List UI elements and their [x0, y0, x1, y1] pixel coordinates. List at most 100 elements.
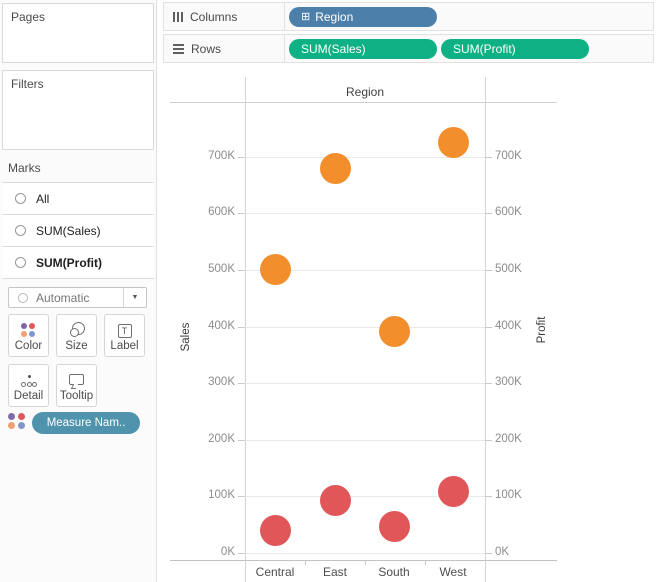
y-tick-mark-left	[238, 327, 245, 328]
pages-shelf[interactable]: Pages	[2, 3, 154, 63]
expand-plus-icon[interactable]: ⊞	[301, 10, 311, 23]
columns-shelf[interactable]: Columns ⊞ Region	[163, 2, 654, 31]
y-tick-label-right: 100K	[495, 489, 522, 501]
gridline	[245, 270, 485, 271]
column-header-region: Region	[345, 85, 385, 99]
gridline	[245, 553, 485, 554]
y-tick-mark-left	[238, 383, 245, 384]
y-tick-mark-right	[485, 496, 492, 497]
measure-names-pill[interactable]: Measure Nam..	[32, 412, 140, 434]
pill-label: SUM(Profit)	[453, 42, 516, 56]
x-axis-label: South	[378, 565, 410, 579]
y-tick-label-right: 400K	[495, 320, 522, 332]
circle-mark-icon	[15, 193, 26, 204]
pane-border-left	[245, 77, 246, 582]
marks-card-title: Marks	[8, 161, 41, 175]
mark-circle[interactable]	[259, 514, 291, 546]
rows-shelf[interactable]: Rows SUM(Sales) SUM(Profit)	[163, 34, 654, 63]
gridline	[245, 327, 485, 328]
y-tick-mark-left	[238, 213, 245, 214]
y-tick-label-right: 0K	[495, 546, 510, 558]
pill-label: Region	[315, 10, 354, 24]
mark-circle[interactable]	[319, 153, 351, 185]
y-tick-label-left: 400K	[208, 320, 235, 332]
marks-pane-label: SUM(Sales)	[36, 223, 101, 238]
marks-pane-sum-sales[interactable]: SUM(Sales)	[2, 215, 154, 247]
mark-type-dropdown[interactable]: Automatic ▼	[8, 287, 147, 308]
circle-mark-icon	[15, 225, 26, 236]
mark-circle[interactable]	[378, 315, 410, 347]
label-button[interactable]: T Label	[104, 314, 145, 357]
shelf-divider	[284, 3, 285, 30]
mark-circle[interactable]	[319, 485, 351, 517]
mark-circle[interactable]	[437, 127, 469, 159]
label-button-label: Label	[110, 340, 139, 352]
y-tick-mark-right	[485, 157, 492, 158]
y-tick-label-left: 100K	[208, 489, 235, 501]
gridline	[245, 496, 485, 497]
gridline	[245, 213, 485, 214]
y-tick-mark-right	[485, 440, 492, 441]
circle-mark-icon	[15, 257, 26, 268]
pages-shelf-title: Pages	[11, 10, 46, 24]
filters-shelf[interactable]: Filters	[2, 70, 154, 150]
color-icon	[21, 323, 36, 338]
mark-circle[interactable]	[437, 476, 469, 508]
mark-circle[interactable]	[259, 253, 291, 285]
rows-shelf-label: Rows	[191, 41, 222, 56]
x-tick-mark	[305, 560, 306, 565]
pill-region[interactable]: ⊞ Region	[289, 7, 437, 27]
y-tick-mark-right	[485, 270, 492, 271]
y-tick-label-left: 500K	[208, 263, 235, 275]
chevron-down-icon[interactable]: ▼	[123, 288, 146, 307]
y-tick-label-left: 200K	[208, 433, 235, 445]
y-tick-label-right: 700K	[495, 150, 522, 162]
mark-type-value: Automatic	[36, 290, 90, 305]
color-button[interactable]: Color	[8, 314, 49, 357]
marks-pane-all[interactable]: All	[2, 183, 154, 215]
label-icon: T	[117, 324, 132, 338]
detail-icon	[20, 374, 37, 388]
pill-label: SUM(Sales)	[301, 42, 366, 56]
pill-sum-sales[interactable]: SUM(Sales)	[289, 39, 437, 59]
x-tick-mark	[365, 560, 366, 565]
header-divider	[170, 102, 557, 103]
marks-pane-label: SUM(Profit)	[36, 255, 102, 270]
left-panel: Pages Filters Marks All SUM(Sales) SUM(P…	[0, 0, 157, 582]
marks-pane-sum-profit[interactable]: SUM(Profit)	[2, 247, 154, 279]
y-tick-mark-left	[238, 440, 245, 441]
pill-sum-profit[interactable]: SUM(Profit)	[441, 39, 589, 59]
y-tick-mark-left	[238, 553, 245, 554]
tooltip-button-label: Tooltip	[59, 390, 94, 402]
size-button[interactable]: Size	[56, 314, 97, 357]
rows-icon	[173, 43, 184, 54]
x-axis-label: West	[439, 565, 467, 579]
y-tick-label-right: 500K	[495, 263, 522, 275]
mark-circle[interactable]	[378, 510, 410, 542]
gridline	[245, 157, 485, 158]
x-tick-mark	[425, 560, 426, 565]
tooltip-icon	[69, 373, 84, 389]
tooltip-button[interactable]: Tooltip	[56, 364, 97, 407]
y-tick-label-right: 200K	[495, 433, 522, 445]
y-tick-mark-left	[238, 496, 245, 497]
gridline	[245, 383, 485, 384]
y-tick-label-right: 300K	[495, 376, 522, 388]
y-tick-label-left: 600K	[208, 206, 235, 218]
size-icon	[69, 322, 85, 338]
y-tick-mark-right	[485, 383, 492, 384]
y-tick-mark-left	[238, 270, 245, 271]
y-tick-label-right: 600K	[495, 206, 522, 218]
marks-pane-list: All SUM(Sales) SUM(Profit)	[2, 182, 154, 279]
chart-view: Region Sales Profit 0K 0K 100K 100K 200K 200K…	[163, 70, 660, 582]
y-tick-label-left: 0K	[220, 546, 235, 558]
x-axis-label: East	[322, 565, 347, 579]
detail-button[interactable]: Detail	[8, 364, 49, 407]
marks-pane-label: All	[36, 191, 50, 206]
y-tick-mark-left	[238, 157, 245, 158]
y-tick-mark-right	[485, 213, 492, 214]
color-legend-icon	[8, 413, 26, 429]
columns-icon	[173, 11, 183, 22]
y-tick-label-left: 700K	[208, 150, 235, 162]
